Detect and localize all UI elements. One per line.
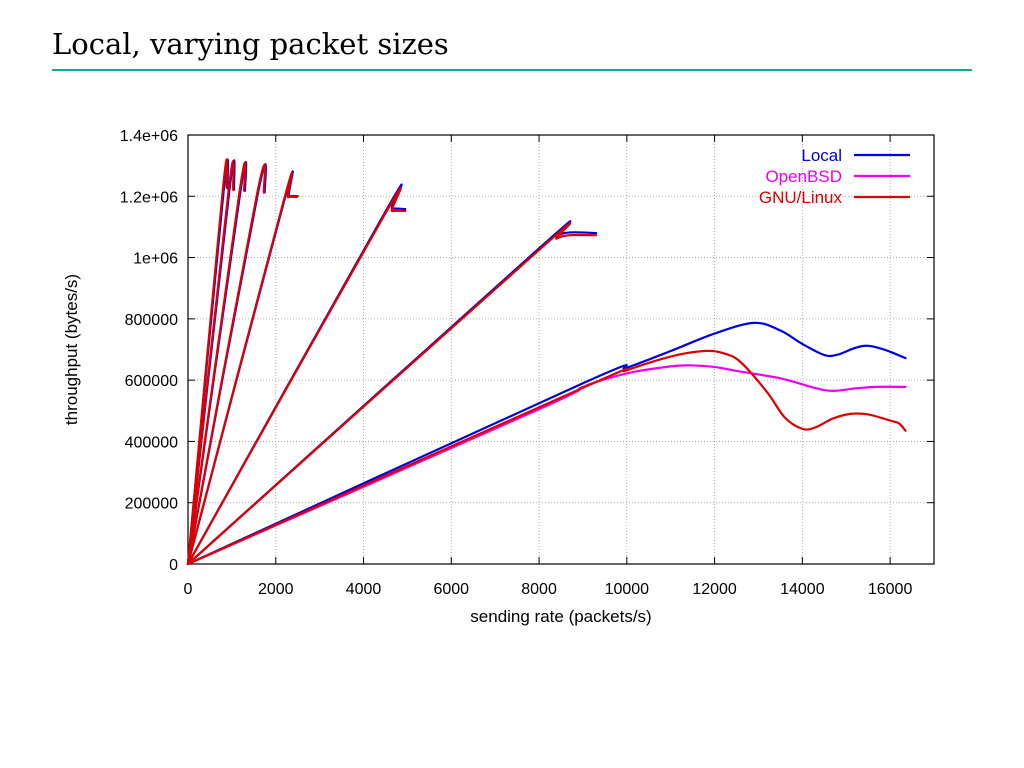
series-line-gnu-linux xyxy=(186,349,907,566)
series-line-gnu-linux xyxy=(186,171,298,566)
y-tick-label: 0 xyxy=(169,557,178,574)
y-tick-label: 200000 xyxy=(125,496,178,513)
series-line-gnu-linux xyxy=(186,186,407,566)
legend-label-gnu-linux: GNU/Linux xyxy=(759,188,843,207)
tick-layer: 0 2000 4000 6000 8000 10000 12000 14000 16000 0 20… xyxy=(120,128,934,598)
grid-layer xyxy=(188,135,934,564)
x-tick-label: 14000 xyxy=(780,581,825,598)
series-line-gnu-linux xyxy=(186,161,247,566)
series-layer xyxy=(186,158,907,566)
series-line-gnu-linux xyxy=(186,163,267,566)
y-tick-label: 800000 xyxy=(125,312,178,329)
series-line-local xyxy=(186,321,907,566)
x-tick-label: 0 xyxy=(184,581,193,598)
y-tick-label: 400000 xyxy=(125,434,178,451)
plot-frame xyxy=(187,134,935,565)
series-line-openbsd xyxy=(186,364,907,566)
y-tick-label: 1.2e+06 xyxy=(120,189,178,206)
series-line-gnu-linux xyxy=(186,160,235,566)
x-tick-label: 12000 xyxy=(692,581,737,598)
x-tick-label: 2000 xyxy=(258,581,294,598)
slide-title: Local, varying packet sizes xyxy=(52,27,449,61)
x-axis-label: sending rate (packets/s) xyxy=(470,607,651,626)
series-line-gnu-linux xyxy=(186,222,598,566)
x-tick-label: 4000 xyxy=(346,581,382,598)
x-tick-label: 10000 xyxy=(605,581,650,598)
y-axis-label: throughput (bytes/s) xyxy=(62,274,81,425)
x-tick-label: 8000 xyxy=(521,581,557,598)
x-tick-label: 16000 xyxy=(868,581,913,598)
x-tick-label: 6000 xyxy=(433,581,469,598)
y-tick-label: 1.4e+06 xyxy=(120,128,178,145)
y-tick-label: 1e+06 xyxy=(133,251,178,268)
legend-label-local: Local xyxy=(801,146,842,165)
legend-label-openbsd: OpenBSD xyxy=(765,167,842,186)
series-line-gnu-linux xyxy=(186,158,229,566)
legend: Local OpenBSD GNU/Linux xyxy=(759,146,910,207)
y-tick-label: 600000 xyxy=(125,373,178,390)
series-line-local xyxy=(186,220,598,566)
title-rule xyxy=(52,69,972,71)
